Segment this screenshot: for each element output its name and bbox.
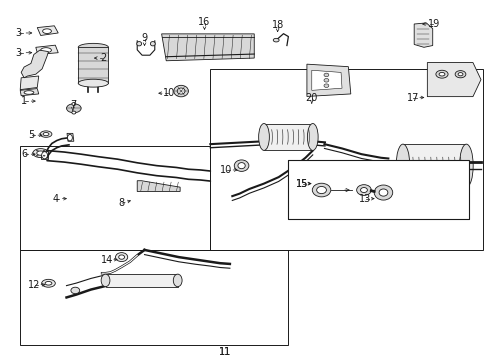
Polygon shape	[427, 63, 480, 96]
Text: 16: 16	[198, 17, 210, 27]
Ellipse shape	[78, 79, 108, 87]
Ellipse shape	[307, 123, 318, 150]
Text: 5: 5	[28, 130, 34, 140]
Text: 20: 20	[305, 93, 317, 103]
Ellipse shape	[435, 70, 447, 78]
Ellipse shape	[72, 111, 76, 114]
Ellipse shape	[43, 155, 45, 156]
Ellipse shape	[115, 253, 127, 262]
Polygon shape	[402, 144, 466, 187]
Ellipse shape	[33, 149, 48, 158]
Text: 3: 3	[15, 48, 21, 58]
Text: 12: 12	[28, 280, 40, 290]
Ellipse shape	[71, 287, 80, 294]
Bar	[288, 160, 468, 220]
Bar	[20, 146, 210, 250]
Ellipse shape	[150, 41, 155, 46]
Text: 6: 6	[21, 149, 27, 159]
Text: 19: 19	[427, 19, 439, 29]
Ellipse shape	[238, 163, 244, 169]
Ellipse shape	[101, 274, 110, 287]
Ellipse shape	[45, 282, 52, 285]
Polygon shape	[264, 123, 312, 150]
Ellipse shape	[273, 39, 279, 42]
Polygon shape	[311, 70, 341, 90]
Ellipse shape	[356, 185, 370, 195]
Ellipse shape	[119, 255, 124, 259]
Bar	[210, 69, 483, 250]
Text: 11: 11	[219, 347, 231, 357]
Ellipse shape	[378, 189, 387, 196]
Ellipse shape	[373, 185, 392, 200]
Polygon shape	[78, 47, 108, 83]
Text: 10: 10	[163, 88, 175, 98]
Ellipse shape	[173, 85, 188, 97]
Ellipse shape	[360, 188, 366, 193]
Ellipse shape	[324, 78, 328, 82]
Ellipse shape	[395, 144, 409, 187]
Ellipse shape	[234, 160, 248, 171]
Ellipse shape	[312, 183, 330, 197]
Ellipse shape	[37, 151, 44, 155]
Ellipse shape	[67, 134, 72, 141]
Text: 2: 2	[100, 53, 106, 63]
Ellipse shape	[316, 186, 326, 194]
Ellipse shape	[177, 88, 184, 94]
Polygon shape	[20, 89, 39, 96]
Ellipse shape	[40, 131, 52, 137]
Text: 10: 10	[220, 165, 232, 175]
Ellipse shape	[438, 72, 444, 76]
Text: 4: 4	[52, 194, 58, 204]
Text: 18: 18	[271, 20, 283, 30]
Text: 3: 3	[15, 28, 21, 38]
Bar	[20, 250, 288, 345]
Polygon shape	[67, 134, 74, 141]
Polygon shape	[413, 23, 432, 47]
Ellipse shape	[42, 29, 51, 33]
Ellipse shape	[454, 71, 465, 78]
Ellipse shape	[43, 132, 49, 136]
Text: 14: 14	[101, 255, 113, 265]
Ellipse shape	[173, 274, 182, 287]
Polygon shape	[161, 34, 254, 61]
Polygon shape	[306, 64, 350, 96]
Ellipse shape	[66, 104, 81, 113]
Polygon shape	[36, 45, 58, 54]
Ellipse shape	[457, 73, 462, 76]
Ellipse shape	[41, 279, 55, 287]
Text: 15: 15	[295, 179, 307, 189]
Ellipse shape	[324, 84, 328, 87]
Ellipse shape	[43, 150, 45, 151]
Ellipse shape	[459, 144, 472, 187]
Text: 13: 13	[359, 194, 371, 204]
Text: 8: 8	[118, 198, 124, 208]
Ellipse shape	[36, 150, 38, 151]
Text: 1: 1	[21, 96, 27, 106]
Ellipse shape	[41, 48, 51, 53]
Ellipse shape	[72, 103, 76, 105]
Polygon shape	[37, 26, 58, 36]
Ellipse shape	[41, 152, 47, 159]
Text: 15: 15	[295, 179, 307, 189]
Text: 7: 7	[70, 100, 76, 110]
Text: 11: 11	[219, 347, 231, 357]
Text: 9: 9	[141, 33, 147, 43]
Polygon shape	[137, 181, 180, 192]
Ellipse shape	[78, 43, 108, 51]
Polygon shape	[21, 50, 48, 78]
Ellipse shape	[258, 123, 269, 150]
Bar	[288, 160, 468, 220]
Ellipse shape	[137, 41, 142, 46]
Polygon shape	[41, 151, 48, 159]
Ellipse shape	[324, 73, 328, 77]
Ellipse shape	[24, 91, 34, 94]
Text: 17: 17	[406, 93, 418, 103]
Ellipse shape	[36, 155, 38, 156]
Polygon shape	[20, 76, 39, 90]
Polygon shape	[105, 274, 177, 287]
